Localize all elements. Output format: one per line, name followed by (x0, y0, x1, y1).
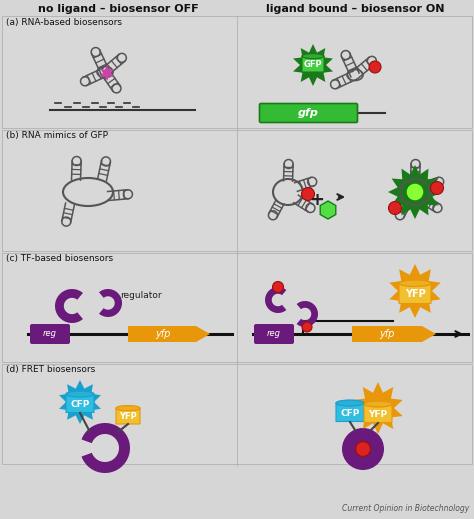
Circle shape (342, 428, 384, 470)
Polygon shape (265, 287, 286, 313)
FancyBboxPatch shape (336, 403, 364, 421)
FancyBboxPatch shape (302, 56, 324, 72)
Ellipse shape (116, 406, 140, 411)
Polygon shape (297, 301, 318, 327)
Circle shape (406, 183, 424, 201)
Circle shape (430, 182, 444, 195)
Text: reg: reg (43, 330, 57, 338)
Polygon shape (293, 44, 333, 86)
Polygon shape (82, 423, 130, 473)
Text: (d) FRET biosensors: (d) FRET biosensors (6, 365, 95, 374)
Polygon shape (353, 382, 403, 434)
FancyBboxPatch shape (259, 103, 357, 122)
Text: (b) RNA mimics of GFP: (b) RNA mimics of GFP (6, 131, 108, 140)
Text: +: + (310, 191, 325, 209)
Ellipse shape (302, 53, 324, 59)
Text: (c) TF-based biosensors: (c) TF-based biosensors (6, 254, 113, 263)
Bar (2, 16, 472, 128)
Circle shape (389, 201, 401, 214)
FancyBboxPatch shape (254, 324, 294, 344)
Polygon shape (352, 326, 422, 342)
Polygon shape (100, 65, 114, 81)
Polygon shape (128, 326, 196, 342)
Text: regulator: regulator (120, 291, 162, 299)
Ellipse shape (364, 401, 392, 407)
Circle shape (356, 442, 371, 457)
Circle shape (301, 187, 315, 200)
Text: Current Opinion in Biotechnology: Current Opinion in Biotechnology (342, 504, 469, 513)
FancyBboxPatch shape (364, 404, 392, 422)
Ellipse shape (399, 280, 431, 286)
FancyBboxPatch shape (116, 408, 140, 424)
Text: reg: reg (267, 330, 281, 338)
Text: YFP: YFP (405, 289, 425, 299)
Text: CFP: CFP (70, 400, 90, 408)
Ellipse shape (399, 280, 431, 286)
Circle shape (302, 322, 312, 332)
Text: CFP: CFP (340, 408, 360, 418)
FancyBboxPatch shape (30, 324, 70, 344)
Text: GFP: GFP (304, 60, 322, 70)
Bar (2, 130, 472, 251)
Polygon shape (55, 289, 83, 323)
Polygon shape (196, 326, 210, 342)
Text: no ligand – biosensor OFF: no ligand – biosensor OFF (38, 4, 198, 14)
Polygon shape (388, 165, 442, 219)
Text: YFP: YFP (119, 412, 137, 421)
Ellipse shape (302, 53, 324, 59)
Polygon shape (422, 326, 436, 342)
Text: yfp: yfp (155, 329, 171, 339)
Polygon shape (59, 380, 101, 424)
Ellipse shape (66, 391, 94, 397)
Bar (2, 253, 472, 362)
Text: yfp: yfp (379, 329, 395, 339)
FancyBboxPatch shape (399, 283, 431, 304)
Ellipse shape (336, 400, 364, 406)
Circle shape (369, 61, 381, 73)
Polygon shape (320, 201, 336, 219)
Text: YFP: YFP (368, 409, 388, 419)
FancyBboxPatch shape (66, 394, 94, 413)
Polygon shape (99, 289, 122, 317)
Polygon shape (389, 264, 441, 318)
Ellipse shape (336, 400, 364, 406)
Text: ligand bound – biosensor ON: ligand bound – biosensor ON (266, 4, 444, 14)
Bar (2, 364, 472, 464)
Ellipse shape (116, 406, 140, 411)
Text: (a) RNA-based biosensors: (a) RNA-based biosensors (6, 18, 122, 27)
Ellipse shape (66, 391, 94, 397)
Text: gfp: gfp (298, 108, 319, 118)
Ellipse shape (364, 401, 392, 407)
Circle shape (273, 281, 283, 293)
